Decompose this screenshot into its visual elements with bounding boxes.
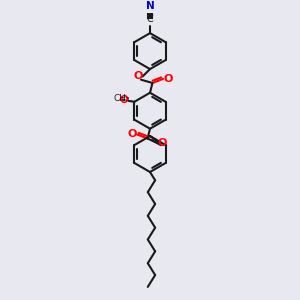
Text: O: O [163, 74, 173, 84]
Text: O: O [158, 138, 167, 148]
Text: CH₃: CH₃ [113, 94, 130, 103]
Text: O: O [127, 129, 137, 140]
Text: O: O [134, 71, 143, 81]
Text: N: N [146, 1, 154, 11]
Text: C: C [147, 14, 153, 24]
Text: O: O [119, 95, 128, 105]
